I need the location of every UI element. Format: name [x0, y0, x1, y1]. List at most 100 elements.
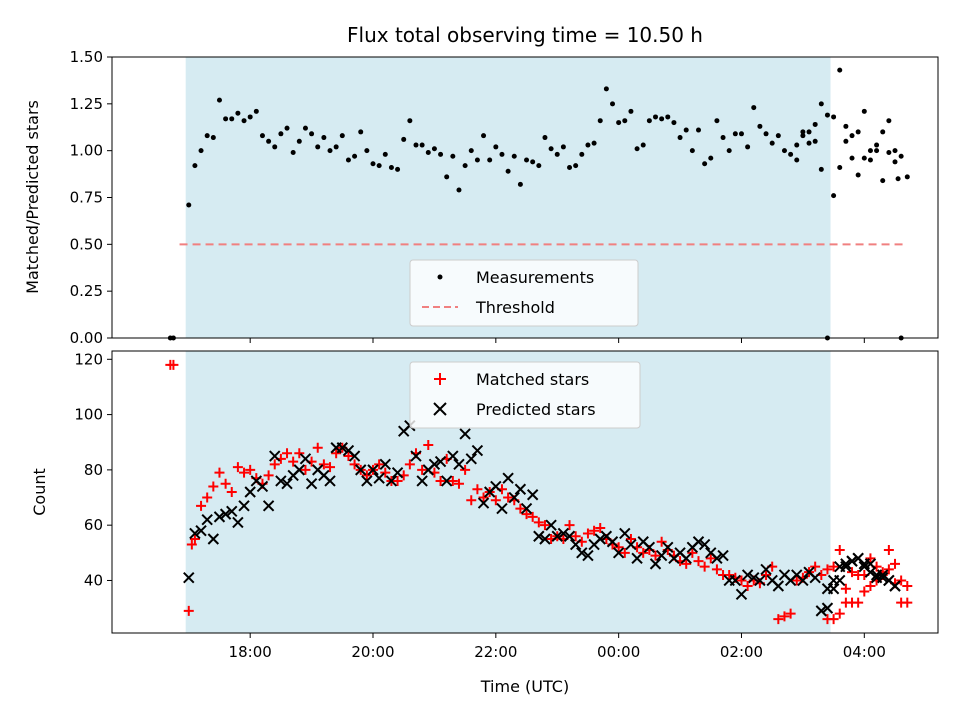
- measurement-point: [419, 142, 425, 148]
- measurement-point: [370, 161, 376, 167]
- matched-star-point: [447, 475, 458, 486]
- matched-star-point: [392, 475, 403, 486]
- measurement-point: [861, 108, 867, 114]
- measurement-point: [806, 140, 812, 146]
- predicted-star-point: [207, 533, 220, 545]
- measurement-point: [321, 135, 327, 141]
- measurement-point: [517, 181, 523, 187]
- measurement-point: [849, 155, 855, 161]
- predicted-star-point: [496, 502, 508, 515]
- measurement-point: [788, 151, 794, 157]
- measurement-point: [892, 159, 898, 165]
- predicted-star-point: [557, 527, 570, 540]
- y-tick-label: 1.25: [70, 95, 103, 113]
- predicted-star-point: [729, 574, 742, 587]
- measurement-point: [345, 157, 351, 163]
- predicted-star-point: [643, 541, 656, 554]
- measurement-point: [530, 159, 536, 165]
- measurement-point: [751, 105, 757, 111]
- y-tick-label: 1.50: [70, 48, 103, 66]
- matched-star-point: [828, 614, 839, 625]
- matched-star-point: [711, 564, 722, 575]
- predicted-star-point: [520, 502, 533, 515]
- measurement-point: [481, 133, 487, 139]
- y-tick-label: 80: [84, 461, 103, 479]
- measurement-point: [880, 129, 886, 135]
- panel-count-frame: [111, 350, 939, 634]
- matched-star-point: [460, 464, 471, 475]
- matched-star-point: [656, 536, 667, 547]
- measurement-point: [892, 148, 898, 154]
- x-tick-label: 04:00: [843, 643, 886, 661]
- predicted-star-point: [576, 547, 588, 559]
- matched-star-point: [186, 539, 197, 550]
- chart-title: Flux total observing time = 10.50 h: [347, 23, 703, 47]
- matched-star-point: [724, 569, 735, 580]
- predicted-star-point: [410, 450, 422, 462]
- measurement-point: [665, 114, 671, 120]
- x-tick-label: 02:00: [720, 643, 763, 661]
- matched-star-point: [361, 470, 372, 481]
- predicted-star-point: [889, 580, 901, 592]
- predicted-star-point: [815, 605, 828, 617]
- matched-star-point: [785, 608, 796, 619]
- measurement-point: [266, 138, 272, 144]
- measurement-point: [585, 142, 591, 148]
- measurement-point: [438, 151, 444, 157]
- measurement-point: [861, 155, 867, 161]
- matched-star-point: [269, 459, 280, 470]
- matched-star-point: [595, 522, 606, 533]
- predicted-star-point: [772, 580, 785, 592]
- matched-star-point: [582, 528, 593, 539]
- matched-star-point: [196, 500, 207, 511]
- measurement-point: [610, 101, 616, 107]
- predicted-star-point: [465, 453, 477, 465]
- matched-star-point: [349, 459, 360, 470]
- measurement-point: [683, 127, 689, 133]
- measurement-point: [468, 148, 474, 154]
- predicted-star-point: [189, 527, 201, 540]
- predicted-star-point: [821, 602, 834, 614]
- matched-star-point: [699, 561, 710, 572]
- predicted-star-point: [477, 497, 490, 509]
- measurement-point: [210, 135, 216, 141]
- legend-matched-marker: [434, 373, 446, 385]
- measurement-point: [591, 140, 597, 146]
- predicted-star-point: [741, 569, 754, 581]
- legend-count: Matched stars Predicted stars: [409, 361, 641, 429]
- matched-star-point: [521, 509, 532, 520]
- predicted-star-point: [735, 588, 748, 601]
- measurement-point: [603, 86, 609, 92]
- predicted-star-point: [355, 464, 367, 476]
- x-tick-label: 22:00: [474, 643, 517, 661]
- measurement-point: [333, 144, 339, 150]
- measurement-point: [714, 118, 720, 124]
- panel-count-marks: [165, 359, 913, 625]
- legend-predicted-marker: [433, 402, 447, 416]
- measurement-point: [597, 118, 603, 124]
- matched-star-point: [183, 605, 194, 616]
- measurement-point: [646, 118, 652, 124]
- measurement-point: [634, 146, 640, 152]
- predicted-star-point: [219, 508, 232, 520]
- predicted-star-point: [269, 450, 281, 462]
- measurement-point: [573, 163, 579, 169]
- measurement-point: [738, 131, 744, 137]
- legend-predicted-label: Predicted stars: [476, 400, 596, 419]
- predicted-star-point: [238, 500, 250, 512]
- matched-star-point: [503, 492, 514, 503]
- panel-ratio-y-ticks: 0.00 0.25 0.50 0.75 1.00 1.25 1.50: [70, 48, 112, 347]
- measurement-point: [223, 116, 229, 122]
- matched-star-point: [779, 611, 790, 622]
- predicted-star-point: [563, 530, 576, 542]
- predicted-star-point: [717, 549, 729, 562]
- predicted-star-point: [502, 472, 514, 484]
- measurement-point: [831, 193, 837, 199]
- measurement-point: [450, 153, 456, 159]
- measurement-point: [382, 151, 388, 157]
- matched-star-point: [490, 495, 501, 506]
- matched-star-point: [810, 561, 821, 572]
- matched-star-point: [318, 459, 329, 470]
- matched-star-point: [834, 545, 845, 556]
- measurement-point: [352, 153, 358, 159]
